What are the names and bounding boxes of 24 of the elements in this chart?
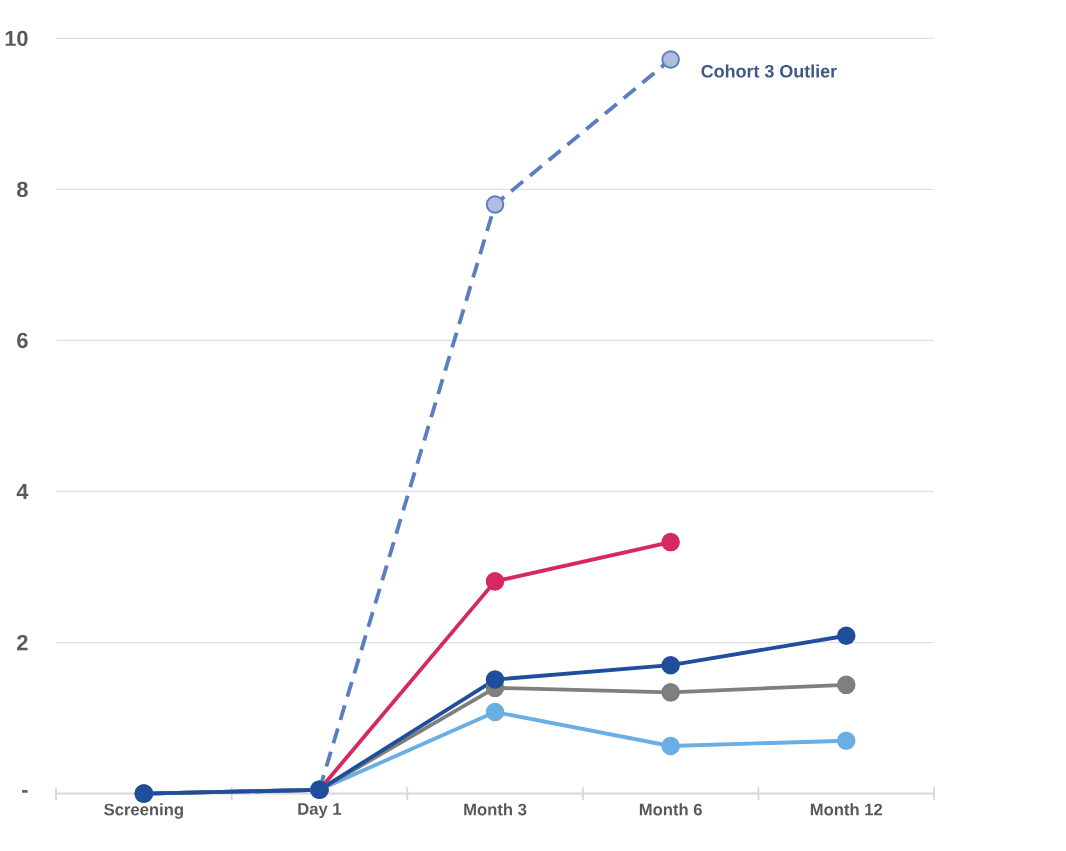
point <box>661 683 680 702</box>
x-tick-label: Day 1 <box>298 803 342 819</box>
point <box>485 195 505 214</box>
point <box>485 572 505 591</box>
y-tick-label: 2 <box>17 634 28 651</box>
point <box>836 626 856 645</box>
point <box>661 655 680 675</box>
y-tick-label: 10 <box>5 30 28 46</box>
y-tick-label: - <box>22 790 28 793</box>
point <box>661 532 680 552</box>
x-tick-label: Month 12 <box>810 803 883 816</box>
annotation: Cohort 3 Outlier <box>701 64 837 78</box>
point <box>836 731 856 750</box>
y-tick-label: 6 <box>17 332 28 349</box>
x-tick-label: Screening <box>104 803 183 819</box>
point <box>661 736 680 756</box>
point <box>485 670 505 689</box>
x-tick-label: Month 6 <box>639 803 702 816</box>
point <box>661 50 680 69</box>
point <box>836 675 856 695</box>
point <box>485 702 505 722</box>
y-tick-label: 8 <box>17 181 28 198</box>
y-tick-label: 4 <box>16 483 29 499</box>
x-tick-label: Month 3 <box>464 803 527 816</box>
